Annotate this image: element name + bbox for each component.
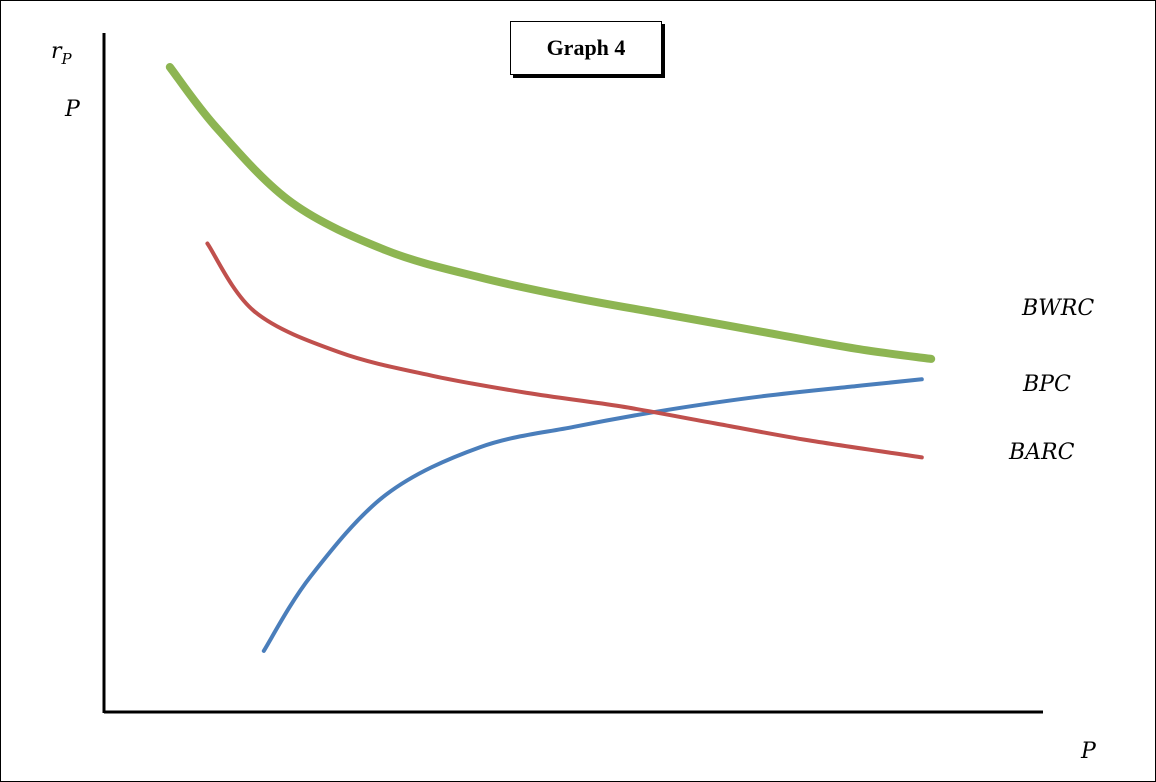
series-line-bwrc: [165, 63, 936, 363]
series-layer: [165, 63, 936, 653]
y-axis-label-r: rP: [51, 39, 73, 68]
series-label-barc: BARC: [1008, 440, 1075, 465]
y-axis-label-p: P: [64, 97, 81, 122]
axes: [102, 33, 1043, 714]
series-label-bwrc: BWRC: [1021, 296, 1094, 321]
series-label-bpc: BPC: [1022, 372, 1071, 397]
chart-title: Graph 4: [510, 21, 662, 75]
x-axis-label: P: [1080, 739, 1097, 764]
series-line-bpc: [261, 377, 924, 653]
series-line-barc: [205, 241, 924, 460]
